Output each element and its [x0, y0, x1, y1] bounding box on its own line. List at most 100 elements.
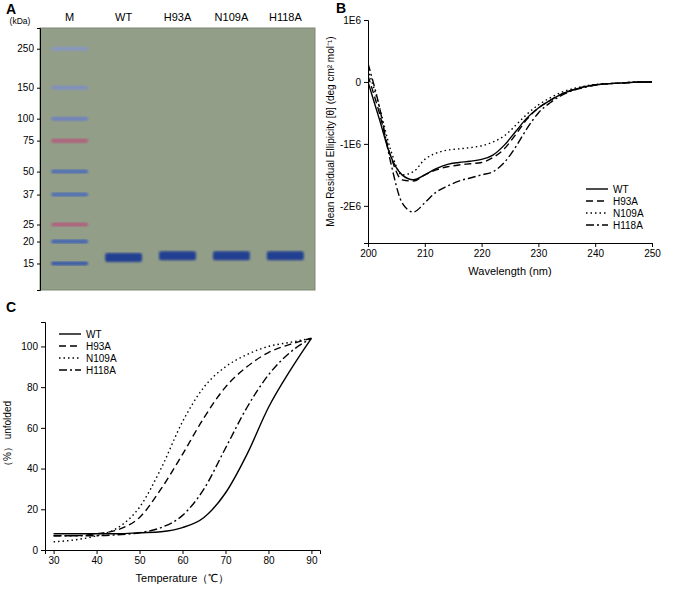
axis-title: (kDa) — [10, 16, 31, 26]
tick-label: 90 — [306, 555, 318, 566]
legend-label: N109A — [613, 208, 644, 219]
tick-label: 60 — [177, 555, 189, 566]
tick-mark — [97, 550, 98, 554]
tick: 40 — [27, 463, 45, 474]
legend-label: H118A — [613, 220, 643, 231]
tick-label: 80 — [263, 555, 275, 566]
tick: 25 — [23, 219, 40, 230]
tick: M — [65, 11, 74, 24]
tick-label: 80 — [27, 382, 39, 393]
tick-label: 30 — [49, 555, 61, 566]
axis-line — [46, 551, 321, 555]
tick-mark — [538, 243, 539, 247]
tick-mark — [140, 550, 141, 554]
tick: 50 — [23, 166, 40, 177]
legend-label: WT — [86, 329, 102, 340]
tick: 37 — [23, 189, 40, 200]
protein-band — [159, 251, 196, 260]
series-line — [368, 63, 652, 212]
tick-mark — [268, 550, 269, 554]
tick-label: 40 — [92, 555, 104, 566]
axis-line — [369, 244, 653, 248]
tick-label: 1E6 — [343, 15, 361, 26]
marker-band — [51, 223, 88, 227]
tick: -2E6 — [340, 201, 368, 212]
tick-label: 20 — [23, 236, 35, 247]
tick-label: 60 — [27, 423, 39, 434]
tick-mark — [54, 550, 55, 554]
tick-mark — [364, 20, 368, 21]
tick-label: 75 — [23, 135, 35, 146]
tick: 50 — [134, 550, 146, 566]
tick-mark — [41, 550, 45, 551]
tick: WT — [115, 11, 132, 24]
tick: 80 — [27, 382, 45, 393]
tick-label: 25 — [23, 219, 35, 230]
tick-label: 250 — [17, 43, 34, 54]
tick-mark — [41, 469, 45, 470]
tick: 240 — [587, 243, 604, 259]
x-axis: 30405060708090 — [46, 550, 321, 566]
tick-mark — [37, 141, 40, 142]
bands — [51, 47, 304, 266]
tick: H118A — [269, 11, 302, 24]
tick: 80 — [263, 550, 275, 566]
tick: 250 — [644, 243, 661, 259]
tick-mark — [41, 387, 45, 388]
axis-title: Wavelength (nm) — [468, 265, 551, 277]
lane-label: M — [65, 11, 74, 23]
legend-label: H93A — [613, 196, 638, 207]
legend-swatch — [59, 345, 81, 346]
legend-swatch — [59, 333, 81, 334]
y-axis: 250 150 100 75 50 37 25 20 15 — [17, 29, 40, 291]
protein-band — [105, 253, 142, 262]
series-line — [368, 76, 652, 181]
axis-line — [37, 29, 41, 291]
tick: 60 — [177, 550, 189, 566]
legend-swatch — [586, 212, 608, 213]
tick-mark — [364, 206, 368, 207]
tick-label: 100 — [17, 113, 34, 124]
marker-band — [51, 47, 88, 51]
series-line — [54, 338, 312, 542]
tick: 20 — [23, 236, 40, 247]
panel-title: A — [6, 1, 16, 17]
tick-mark — [37, 88, 40, 89]
lane-axis: M WT H93A N109A H118A — [65, 11, 302, 24]
tick-label: 250 — [644, 248, 661, 259]
tick-mark — [425, 243, 426, 247]
tick: 230 — [531, 243, 548, 259]
tick: 0 — [355, 77, 368, 88]
tick-label: 220 — [474, 248, 491, 259]
y-axis: 1E6 0 -1E6 -2E6 — [340, 15, 369, 244]
tick-label: -1E6 — [340, 139, 362, 150]
axis-line — [41, 323, 46, 551]
marker-band — [51, 240, 88, 244]
tick-label: 150 — [17, 82, 34, 93]
tick: 100 — [21, 341, 45, 352]
x-axis: 200 210 220 230 240 250 — [360, 243, 661, 259]
tick-mark — [37, 119, 40, 120]
y-axis: 020406080100 — [21, 323, 45, 556]
tick-mark — [595, 243, 596, 247]
tick: 150 — [17, 82, 40, 93]
tick: 250 — [17, 43, 40, 54]
plot-area — [54, 338, 312, 542]
lane-label: H93A — [164, 11, 192, 23]
tick: 210 — [417, 243, 434, 259]
legend-swatch — [586, 188, 608, 189]
axis-line — [364, 21, 369, 244]
tick: 40 — [92, 550, 104, 566]
legend-label: WT — [613, 184, 629, 195]
marker-band — [51, 117, 88, 121]
legend-label: N109A — [86, 353, 117, 364]
tick: 0 — [32, 545, 45, 556]
tick: 75 — [23, 135, 40, 146]
lane-label: N109A — [215, 11, 249, 23]
gel — [40, 28, 315, 290]
figure: 250150100755037252015MWTH93AN109AH118A(k… — [0, 0, 685, 590]
tick: 15 — [23, 258, 40, 269]
tick-mark — [37, 225, 40, 226]
tick-label: 230 — [531, 248, 548, 259]
tick: 200 — [360, 243, 377, 259]
